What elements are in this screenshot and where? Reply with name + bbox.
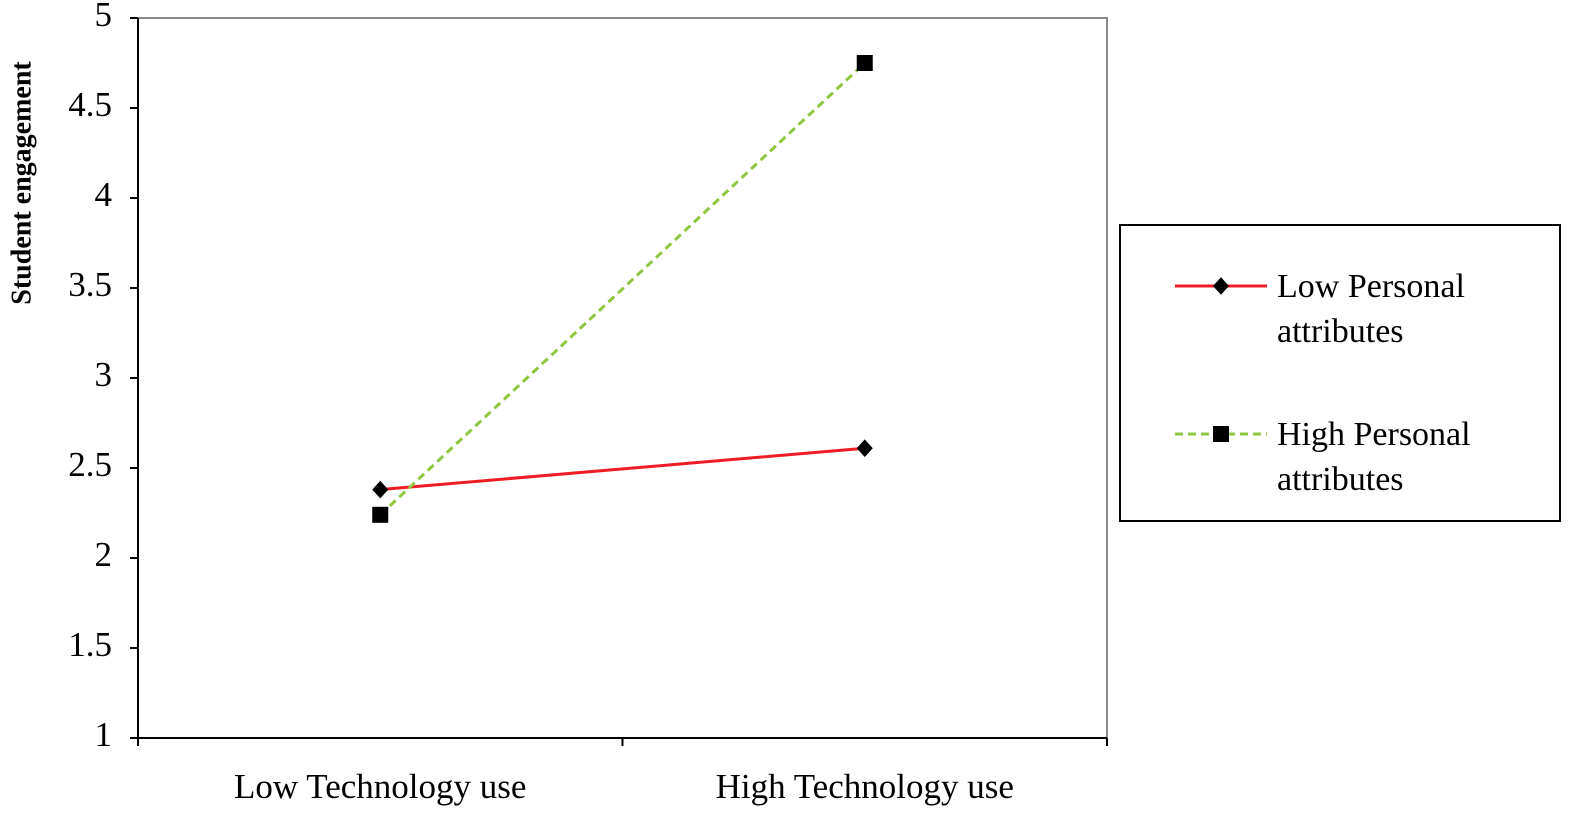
legend-entry: Low Personal attributes bbox=[1121, 264, 1559, 354]
series-line bbox=[380, 446, 865, 492]
y-tick-label: 2.5 bbox=[68, 445, 112, 484]
legend-swatch bbox=[1175, 426, 1267, 442]
legend-swatch bbox=[1175, 277, 1267, 295]
marker bbox=[1213, 426, 1229, 442]
y-tick-label: 4 bbox=[95, 175, 113, 214]
y-tick-label: 3 bbox=[95, 355, 113, 394]
marker bbox=[856, 439, 873, 457]
y-axis-label: Student engagement bbox=[6, 61, 37, 305]
marker bbox=[1213, 277, 1229, 295]
series-line bbox=[379, 61, 866, 516]
y-tick-label: 1.5 bbox=[68, 625, 112, 664]
marker bbox=[856, 55, 873, 71]
y-tick-label: 3.5 bbox=[68, 265, 112, 304]
legend-entry: High Personal attributes bbox=[1121, 412, 1559, 502]
y-tick-label: 2 bbox=[95, 535, 113, 574]
x-tick-label: Low Technology use bbox=[234, 767, 526, 806]
legend-label: High Personal attributes bbox=[1277, 416, 1471, 498]
legend-label: Low Personal attributes bbox=[1277, 268, 1465, 350]
marker bbox=[372, 506, 389, 523]
plot-frame bbox=[137, 17, 1108, 739]
y-tick-label: 1 bbox=[95, 715, 113, 754]
y-tick-label: 4.5 bbox=[68, 85, 112, 124]
x-tick-label: High Technology use bbox=[716, 767, 1014, 806]
y-tick-label: 5 bbox=[95, 0, 113, 34]
marker bbox=[372, 480, 389, 499]
legend: Low Personal attributes High Personal att… bbox=[1119, 224, 1561, 522]
